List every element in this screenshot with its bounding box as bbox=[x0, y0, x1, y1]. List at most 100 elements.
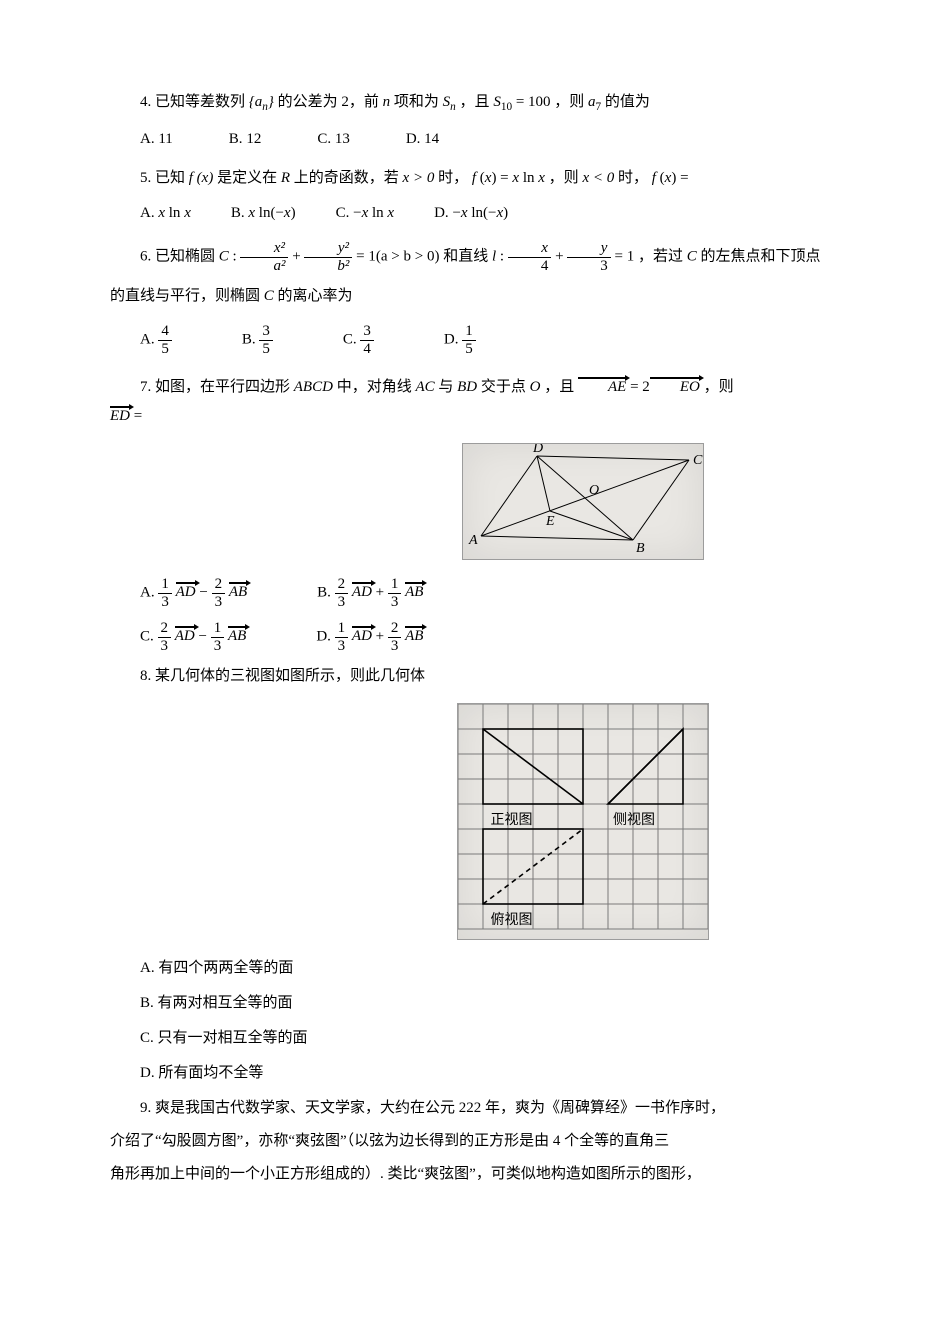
text: 是定义在 bbox=[217, 170, 277, 186]
svg-text:侧视图: 侧视图 bbox=[613, 812, 655, 828]
q7-figure: ABCDOE bbox=[110, 443, 945, 560]
num: 3 bbox=[360, 323, 374, 341]
sign: + bbox=[376, 628, 388, 644]
q4-opt-d: D. 14 bbox=[406, 131, 439, 148]
den: 3 bbox=[158, 594, 172, 611]
den: 3 bbox=[335, 638, 349, 655]
math: = 1(a > b > 0) bbox=[356, 248, 439, 264]
num: x² bbox=[240, 240, 288, 258]
val: 12 bbox=[246, 131, 261, 147]
val: 有两对相互全等的面 bbox=[158, 995, 293, 1011]
text: 7. 如图，在平行四边形 bbox=[140, 379, 290, 395]
vector-ae: AE bbox=[578, 379, 626, 396]
q8-stem: 8. 某几何体的三视图如图所示，则此几何体 bbox=[110, 664, 945, 685]
num: 2 bbox=[158, 620, 172, 638]
text: 和直线 bbox=[443, 248, 488, 264]
q9-line1: 9. 爽是我国古代数学家、天文学家，大约在公元 222 年，爽为《周碑算经》一书… bbox=[110, 1096, 945, 1117]
num: 2 bbox=[212, 576, 226, 594]
val: 所有面均不全等 bbox=[158, 1065, 263, 1081]
q7-opt-b: B. 23 AD + 13 AB bbox=[317, 576, 423, 610]
text: 中，对角线 bbox=[337, 379, 412, 395]
num: 2 bbox=[335, 576, 349, 594]
q6-opt-b: B. 35 bbox=[242, 323, 273, 357]
q6-opt-a: A. 45 bbox=[140, 323, 172, 357]
q6-options: A. 45 B. 35 C. 34 D. 15 bbox=[110, 323, 945, 357]
q7-stem-1: 7. 如图，在平行四边形 ABCD 中，对角线 AC 与 BD 交于点 O ，且… bbox=[110, 375, 945, 396]
text: 的公差为 2，前 bbox=[278, 94, 379, 110]
q4-opt-c: C. 13 bbox=[317, 131, 350, 148]
math: S bbox=[493, 94, 501, 110]
num: 4 bbox=[158, 323, 172, 341]
q4-opt-b: B. 12 bbox=[229, 131, 262, 148]
q4-options: A. 11 B. 12 C. 13 D. 14 bbox=[110, 131, 945, 148]
frac: x4 bbox=[508, 240, 552, 274]
text: 时， bbox=[618, 170, 648, 186]
vec: AD bbox=[176, 584, 196, 601]
math: = 2 bbox=[630, 379, 650, 395]
math: C bbox=[264, 288, 274, 304]
text: 交于点 bbox=[481, 379, 526, 395]
q7-opt-a: A. 13 AD − 23 AB bbox=[140, 576, 247, 610]
q6-stem-2: 的直线与平行，则椭圆 C 的离心率为 bbox=[110, 284, 945, 305]
vector-ed: ED bbox=[110, 408, 130, 425]
sign: − bbox=[199, 584, 211, 600]
math: = bbox=[134, 408, 142, 424]
num: 1 bbox=[211, 620, 225, 638]
vec: AB bbox=[405, 584, 423, 601]
text: 的左焦点和下顶点 bbox=[701, 248, 821, 264]
num: 1 bbox=[462, 323, 476, 341]
num: 1 bbox=[388, 576, 402, 594]
math: ABCD bbox=[294, 379, 333, 395]
text: ，且 bbox=[460, 94, 490, 110]
q9-line2: 介绍了“勾股圆方图”，亦称“爽弦图”（以弦为边长得到的正方形是由 4 个全等的直… bbox=[110, 1129, 945, 1150]
math: ( bbox=[656, 170, 665, 186]
q7-opt-d: D. 13 AD + 23 AB bbox=[316, 620, 423, 654]
math: : bbox=[496, 248, 508, 264]
svg-text:A: A bbox=[468, 533, 478, 548]
frac: y²b² bbox=[304, 240, 352, 274]
text: 的直线与平行，则椭圆 bbox=[110, 288, 260, 304]
q5-opt-c: C. −x ln x bbox=[336, 205, 395, 222]
math: ) = bbox=[491, 170, 512, 186]
den: 3 bbox=[335, 594, 349, 611]
vec: AB bbox=[228, 628, 246, 645]
text: ，则 bbox=[704, 379, 734, 395]
num: y bbox=[567, 240, 611, 258]
vec: AD bbox=[175, 628, 195, 645]
svg-text:E: E bbox=[545, 514, 555, 529]
den: 3 bbox=[211, 638, 225, 655]
q5-stem: 5. 已知 f (x) 是定义在 R 上的奇函数，若 x > 0 时， f (x… bbox=[110, 166, 945, 187]
math: Sn bbox=[443, 94, 456, 110]
vec: AD bbox=[352, 628, 372, 645]
text: 的离心率为 bbox=[278, 288, 353, 304]
math: BD bbox=[457, 379, 477, 395]
text: 5. 已知 bbox=[140, 170, 185, 186]
val: 13 bbox=[335, 131, 350, 147]
math: R bbox=[281, 170, 290, 186]
val: 只有一对相互全等的面 bbox=[158, 1030, 308, 1046]
text: 4. 已知等差数列 bbox=[140, 94, 245, 110]
math: C bbox=[219, 248, 229, 264]
frac: y3 bbox=[567, 240, 611, 274]
parallelogram-svg: ABCDOE bbox=[463, 444, 703, 554]
q8-opt-c: C. 只有一对相互全等的面 bbox=[140, 1026, 945, 1047]
val: 14 bbox=[424, 131, 439, 147]
sign: + bbox=[376, 584, 388, 600]
math: ) = bbox=[671, 170, 688, 186]
text: 与 bbox=[438, 379, 453, 395]
q8-opt-a: A. 有四个两两全等的面 bbox=[140, 956, 945, 977]
q7-options: A. 13 AD − 23 AB B. 23 AD + 13 AB C. 23 … bbox=[110, 576, 945, 654]
svg-text:正视图: 正视图 bbox=[490, 812, 532, 828]
q5-opt-d: D. −x ln(−x) bbox=[434, 205, 508, 222]
math: + bbox=[292, 248, 304, 264]
math: n bbox=[383, 94, 391, 110]
q9-line3: 角形再加上中间的一个小正方形组成的）. 类比“爽弦图”，可类似地构造如图所示的图… bbox=[110, 1162, 945, 1183]
math: {an} bbox=[249, 94, 274, 110]
q5-opt-b: B. x ln(−x) bbox=[231, 205, 296, 222]
svg-text:D: D bbox=[532, 444, 543, 456]
num: x bbox=[508, 240, 552, 258]
den: 3 bbox=[388, 594, 402, 611]
svg-text:C: C bbox=[693, 453, 703, 468]
vec: AD bbox=[352, 584, 372, 601]
math: O bbox=[530, 379, 541, 395]
